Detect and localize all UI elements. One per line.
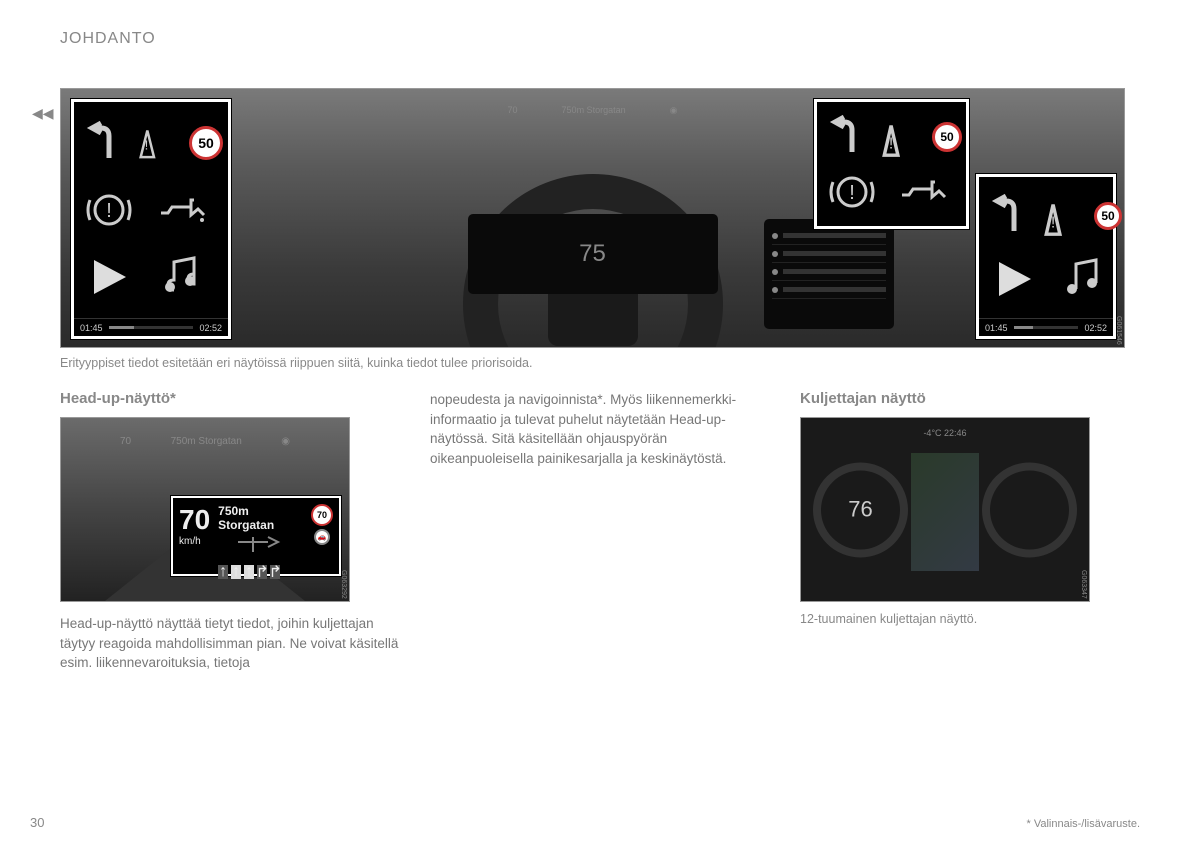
hud-projection-overlay: 70 750m Storgatan ◉	[120, 436, 290, 447]
hud-figure: 70 750m Storgatan ◉ 70 km/h 750m Storgat…	[60, 417, 350, 602]
col3-caption: 12-tuumainen kuljettajan näyttö.	[800, 612, 1140, 626]
hero-caption: Erityyppiset tiedot esitetään eri näytöi…	[60, 356, 1140, 370]
hero-cluster-speed: 75	[579, 240, 606, 268]
oil-icon	[882, 167, 962, 217]
hero-hud-speed: 70	[508, 105, 518, 115]
cluster-top-info: -4°C 22:46	[801, 428, 1089, 438]
oil-icon	[139, 179, 223, 241]
hud-callout-box: 70 km/h 750m Storgatan ↑↑↑↱↱ 70 🚗	[171, 496, 341, 576]
svg-text:!: !	[145, 138, 149, 153]
continuation-marker: ◀◀	[32, 105, 54, 122]
play-icon	[84, 246, 134, 308]
speed-limit-sign: 50	[932, 122, 962, 152]
col2-body: nopeudesta ja navigoinnista*. Myös liike…	[430, 390, 770, 468]
brake-warning-icon: !	[84, 179, 134, 241]
hero-hud-sign: ◉	[670, 105, 678, 116]
turn-arrow-icon	[989, 187, 1039, 245]
warning-speed-icon: ! 50	[1044, 187, 1122, 245]
hud-speed-value: 70	[179, 504, 210, 536]
footnote: * Valinnais-/lisävaruste.	[1026, 818, 1140, 830]
col1-heading: Head-up-näyttö*	[60, 390, 400, 407]
speed-limit-sign: 50	[1094, 202, 1122, 230]
lane-guidance: ↑↑↑↱↱	[218, 565, 303, 579]
content-columns: Head-up-näyttö* 70 750m Storgatan ◉ 70 k…	[60, 390, 1140, 673]
progress-start: 01:45	[985, 323, 1008, 333]
hero-dashboard-figure: 70 750m Storgatan ◉ 75 ! 50	[60, 88, 1125, 348]
hero-instrument-cluster: 75	[468, 214, 718, 294]
intersection-icon	[218, 532, 288, 552]
page-number: 30	[30, 815, 44, 830]
music-note-icon	[139, 246, 223, 308]
hud-proj-street: 750m Storgatan	[171, 436, 242, 447]
play-icon	[989, 250, 1039, 308]
col3-heading: Kuljettajan näyttö	[800, 390, 1140, 407]
svg-text:!: !	[889, 135, 893, 152]
progress-end: 02:52	[1084, 323, 1107, 333]
progress-end: 02:52	[199, 323, 222, 333]
turn-arrow-icon	[827, 112, 877, 162]
svg-text:!: !	[1051, 214, 1055, 231]
section-header: JOHDANTO	[60, 30, 1140, 48]
figure-code: G063292	[340, 570, 347, 599]
callout-mid-driver: ! 50 !	[814, 99, 969, 229]
following-distance-icon: 🚗	[314, 529, 330, 545]
tachometer-gauge	[982, 462, 1077, 557]
hud-street: 750m Storgatan	[218, 504, 303, 532]
column-2: nopeudesta ja navigoinnista*. Myös liike…	[430, 390, 770, 673]
turn-arrow-icon	[84, 112, 134, 174]
hero-hud-street: 750m Storgatan	[562, 105, 626, 115]
speedometer-gauge: 76	[813, 462, 908, 557]
brake-warning-icon: !	[827, 167, 877, 217]
col1-body: Head-up-näyttö näyttää tietyt tiedot, jo…	[60, 614, 400, 673]
figure-code: G061546	[1115, 316, 1122, 345]
callout-right-center: ! 50 01:45 02:52	[976, 174, 1116, 339]
speed-limit-sign: 50	[189, 126, 223, 160]
progress-start: 01:45	[80, 323, 103, 333]
svg-text:!: !	[849, 182, 855, 204]
hud-speed-unit: km/h	[179, 536, 210, 547]
cluster-map	[911, 453, 979, 571]
music-note-icon	[1044, 250, 1122, 308]
figure-code: G063347	[1080, 570, 1087, 599]
callout-left-full: ! 50 ! 01:45 02:52	[71, 99, 231, 339]
speed-sign-small: 70	[311, 504, 333, 526]
warning-speed-icon: ! 50	[882, 112, 962, 162]
column-3: Kuljettajan näyttö -4°C 22:46 76 G063347…	[800, 390, 1140, 673]
column-1: Head-up-näyttö* 70 750m Storgatan ◉ 70 k…	[60, 390, 400, 673]
svg-text:!: !	[106, 200, 112, 222]
driver-cluster-figure: -4°C 22:46 76 G063347	[800, 417, 1090, 602]
hud-proj-speed: 70	[120, 436, 131, 447]
warning-speed-icon: ! 50	[139, 112, 223, 174]
hero-hud-projection: 70 750m Storgatan ◉	[503, 99, 683, 121]
hero-center-screen	[764, 219, 894, 329]
